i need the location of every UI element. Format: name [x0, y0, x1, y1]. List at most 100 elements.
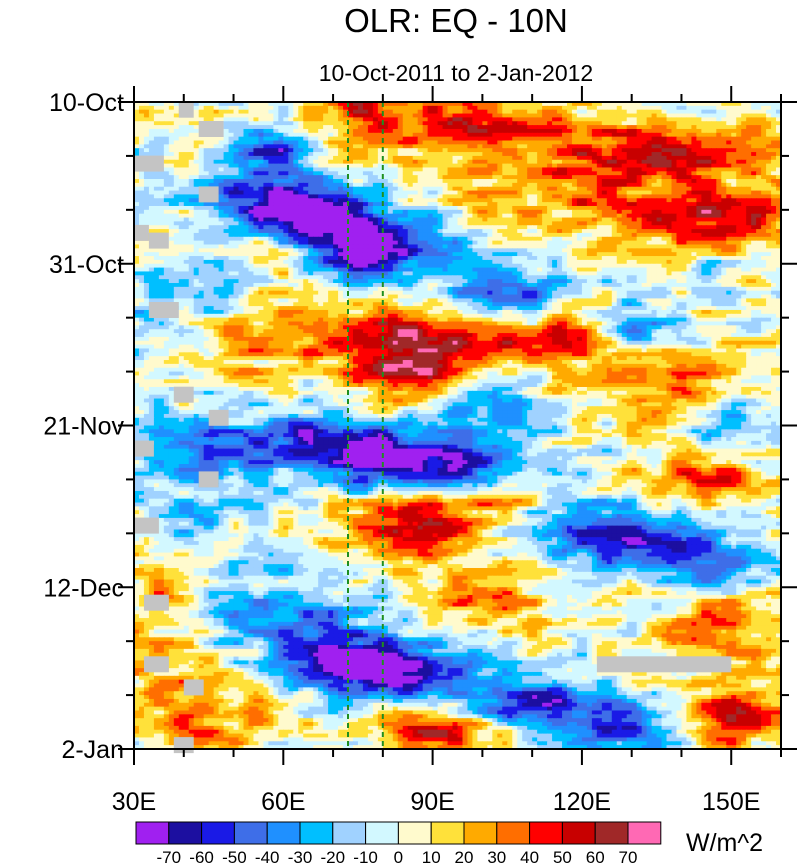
- heatmap-cell: [626, 102, 633, 107]
- heatmap-cell: [173, 105, 180, 111]
- heatmap-cell: [711, 225, 717, 230]
- heatmap-cell: [751, 213, 757, 219]
- heatmap-cell: [352, 198, 359, 203]
- heatmap-cell: [362, 248, 369, 253]
- heatmap-cell: [651, 152, 658, 157]
- heatmap-cell: [432, 152, 439, 157]
- heatmap-cell: [497, 213, 503, 219]
- heatmap-cell: [726, 225, 732, 230]
- heatmap-cell: [621, 125, 628, 130]
- heatmap-cell: [661, 217, 668, 222]
- heatmap-cell: [557, 159, 563, 165]
- heatmap-cell: [223, 198, 230, 203]
- heatmap-cell: [701, 182, 707, 188]
- heatmap-cell: [641, 155, 648, 161]
- heatmap-cell: [258, 136, 264, 142]
- heatmap-cell: [557, 186, 563, 192]
- heatmap-cell: [771, 190, 777, 196]
- heatmap-cell: [387, 102, 394, 107]
- heatmap-cell: [512, 205, 518, 211]
- heatmap-cell: [591, 155, 598, 161]
- heatmap-cell: [606, 202, 613, 207]
- heatmap-cell: [392, 167, 399, 172]
- heatmap-cell: [178, 136, 185, 142]
- heatmap-cell: [417, 132, 424, 138]
- heatmap-cell: [467, 102, 474, 107]
- heatmap-cell: [547, 128, 553, 134]
- heatmap-cell: [283, 171, 289, 176]
- heatmap-cell: [303, 244, 309, 249]
- heatmap-cell: [203, 229, 210, 234]
- heatmap-cell: [576, 128, 583, 134]
- heatmap-cell: [542, 155, 548, 161]
- heatmap-cell: [328, 190, 334, 196]
- heatmap-cell: [651, 179, 658, 184]
- heatmap-cell: [502, 213, 508, 219]
- heatmap-cell: [288, 152, 294, 157]
- heatmap-cell: [562, 194, 568, 199]
- heatmap-cell: [557, 175, 563, 180]
- heatmap-cell: [616, 202, 623, 207]
- heatmap-cell: [507, 152, 513, 157]
- heatmap-cell: [532, 132, 538, 138]
- heatmap-cell: [512, 102, 518, 107]
- heatmap-cell: [586, 175, 593, 180]
- heatmap-cell: [562, 225, 568, 230]
- heatmap-cell: [756, 102, 762, 107]
- heatmap-cell: [462, 182, 469, 188]
- heatmap-cell: [343, 175, 349, 180]
- heatmap-cell: [626, 113, 633, 118]
- heatmap-cell: [751, 109, 757, 115]
- heatmap-cell: [134, 140, 140, 145]
- heatmap-cell: [532, 113, 538, 118]
- heatmap-cell: [571, 167, 578, 172]
- heatmap-cell: [576, 109, 583, 115]
- heatmap-cell: [671, 217, 678, 222]
- heatmap-cell: [298, 217, 304, 222]
- heatmap-cell: [293, 121, 299, 126]
- heatmap-cell: [208, 229, 215, 234]
- heatmap-cell: [731, 159, 737, 165]
- heatmap-cell: [472, 132, 479, 138]
- heatmap-cell: [631, 132, 638, 138]
- heatmap-cell: [711, 128, 717, 134]
- heatmap-cell: [367, 102, 374, 107]
- heatmap-cell: [706, 159, 712, 165]
- heatmap-cell: [183, 159, 190, 165]
- heatmap-cell: [532, 144, 538, 149]
- heatmap-cell: [367, 144, 374, 149]
- heatmap-cell: [452, 144, 459, 149]
- heatmap-cell: [168, 186, 175, 192]
- heatmap-cell: [238, 182, 245, 188]
- heatmap-cell: [641, 105, 648, 111]
- heatmap-cell: [477, 132, 483, 138]
- heatmap-cell: [512, 167, 518, 172]
- heatmap-cell: [138, 140, 145, 145]
- heatmap-cell: [522, 229, 528, 234]
- heatmap-cell: [372, 159, 379, 165]
- heatmap-cell: [143, 186, 150, 192]
- heatmap-cell: [522, 209, 528, 215]
- heatmap-cell: [497, 198, 503, 203]
- heatmap-cell: [218, 217, 225, 222]
- heatmap-cell: [457, 132, 464, 138]
- heatmap-cell: [646, 232, 653, 238]
- heatmap-cell: [283, 229, 289, 234]
- heatmap-cell: [477, 221, 483, 226]
- heatmap-cell: [726, 213, 732, 219]
- heatmap-cell: [223, 102, 230, 107]
- heatmap-cell: [686, 202, 693, 207]
- heatmap-cell: [422, 190, 429, 196]
- heatmap-cell: [512, 144, 518, 149]
- heatmap-cell: [203, 159, 210, 165]
- heatmap-cell: [606, 209, 613, 215]
- heatmap-cell: [671, 198, 678, 203]
- heatmap-cell: [283, 125, 289, 130]
- heatmap-cell: [596, 202, 603, 207]
- heatmap-cell: [636, 109, 643, 115]
- heatmap-cell: [686, 132, 693, 138]
- heatmap-cell: [153, 117, 160, 122]
- heatmap-cell: [392, 132, 399, 138]
- heatmap-cell: [238, 144, 245, 149]
- heatmap-cell: [362, 232, 369, 238]
